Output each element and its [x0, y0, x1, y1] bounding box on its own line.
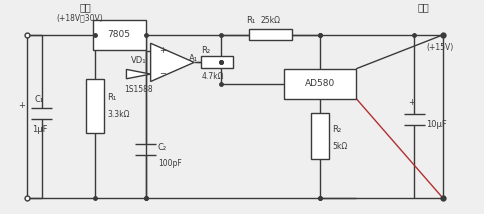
Text: R₂: R₂: [201, 46, 210, 55]
Bar: [92, 20, 146, 50]
Bar: [248, 30, 291, 40]
Text: R₁: R₁: [107, 93, 116, 102]
Text: 1S1588: 1S1588: [124, 85, 152, 94]
Text: 1μF: 1μF: [31, 125, 47, 134]
Text: (+18V～30V): (+18V～30V): [56, 13, 103, 22]
Text: 4.7kΩ: 4.7kΩ: [201, 72, 224, 81]
Text: +: +: [408, 98, 414, 107]
Bar: [283, 69, 355, 98]
Polygon shape: [151, 43, 194, 82]
Text: −: −: [159, 70, 166, 79]
Text: VD₁: VD₁: [131, 56, 146, 65]
Polygon shape: [126, 69, 151, 79]
Text: R₂: R₂: [331, 125, 340, 134]
Text: 10μF: 10μF: [425, 120, 446, 129]
Bar: [86, 79, 104, 132]
Text: +: +: [159, 46, 166, 55]
Text: C₂: C₂: [158, 143, 166, 152]
Text: 25kΩ: 25kΩ: [260, 16, 280, 25]
Text: AD580: AD580: [304, 79, 334, 88]
Text: R₁: R₁: [245, 16, 255, 25]
Text: 输入: 输入: [79, 2, 91, 12]
Text: 100pF: 100pF: [158, 159, 181, 168]
Bar: [201, 56, 232, 68]
Text: 5kΩ: 5kΩ: [331, 142, 347, 151]
Bar: [311, 113, 328, 159]
Text: C₁: C₁: [35, 95, 44, 104]
Text: 7805: 7805: [107, 30, 130, 39]
Text: A₁: A₁: [189, 54, 198, 63]
Text: 输出: 输出: [417, 2, 429, 12]
Text: 3.3kΩ: 3.3kΩ: [107, 110, 129, 119]
Text: (+15V): (+15V): [425, 43, 453, 52]
Text: +: +: [18, 101, 25, 110]
